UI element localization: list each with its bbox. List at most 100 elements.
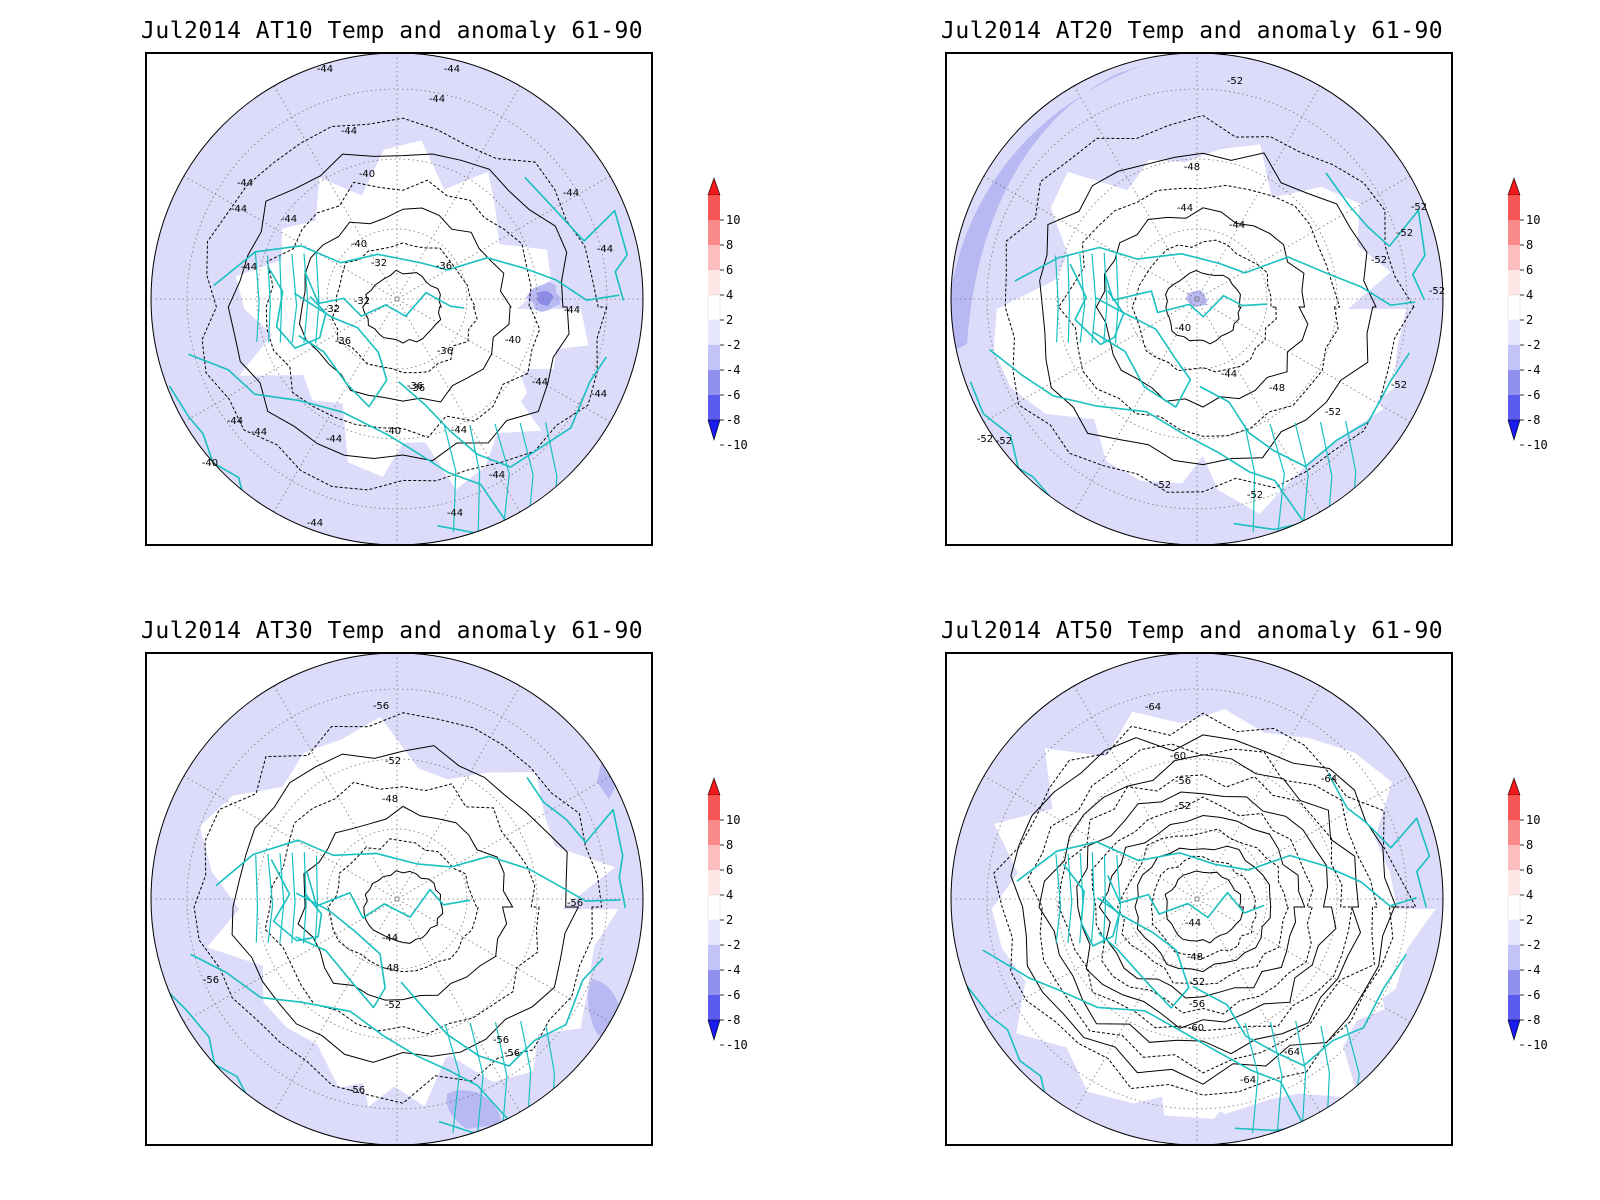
contour-label: -60 [1188, 1023, 1204, 1034]
colorbar-swatch [1508, 395, 1520, 420]
border-line [255, 854, 259, 943]
contour-label: -44 [564, 305, 580, 316]
contour-label: -36 [409, 383, 425, 394]
contour-label: -48 [1269, 383, 1285, 394]
contour-label: -56 [567, 898, 583, 909]
polar-map-svg: -44 -44-44-44-44-44-44-44-40-40-36-36-32-… [150, 54, 644, 544]
colorbar-label: -4 [726, 363, 741, 377]
border-line [315, 252, 320, 344]
isotherm-contour [993, 712, 1417, 1096]
border-line [279, 254, 283, 343]
latitude-circle [256, 158, 538, 440]
coastline [1327, 772, 1431, 908]
contour-label: -44 [444, 64, 460, 75]
map-content [151, 654, 643, 1144]
colorbar-label: 10 [726, 213, 741, 227]
polar-map-svg: -52-48-44-44-40-44-48-52-52-52-52-52-52-… [950, 54, 1445, 544]
panel-at30: Jul2014 AT30 Temp and anomaly 61-90 -56 -… [0, 600, 800, 1200]
border-line [314, 855, 319, 944]
colorbar-label: 10 [1526, 213, 1541, 227]
border-line [1114, 252, 1119, 344]
colorbar-swatch [1507, 894, 1521, 921]
polar-map-svg: -64 -60 -56 -52 -44 -48 -52 -56 -60 -64 -64 -64 [950, 654, 1444, 1144]
border-line [1295, 1020, 1307, 1135]
colorbar-label: 2 [1526, 913, 1534, 927]
colorbar-swatch [708, 195, 720, 220]
isotherm-contour [331, 242, 478, 374]
border-line [1079, 852, 1084, 944]
contour-label: -44 [317, 64, 333, 75]
isotherm-contour [201, 117, 608, 491]
contour-label: -44 [237, 178, 253, 189]
coastline [305, 870, 471, 919]
contour-label: -40 [202, 458, 218, 469]
isotherm-contour [193, 712, 603, 1104]
contour-label: -44 [447, 508, 463, 519]
colorbar-arrow-up [707, 777, 721, 796]
colorbar-swatch [1508, 945, 1520, 970]
isotherm-contour [1010, 734, 1397, 1085]
anomaly-patch [1185, 289, 1208, 308]
colorbar-label: 10 [1526, 813, 1541, 827]
contour-label: -44 [241, 262, 257, 273]
colorbar-arrow-up [1507, 777, 1521, 796]
isotherm-contour [1165, 269, 1242, 345]
colorbar-label: 2 [726, 313, 734, 327]
anomaly-normal-region [309, 262, 558, 490]
colorbar-label: -10 [726, 438, 748, 452]
colorbar-swatch [708, 970, 720, 995]
contour-label: -64 [1321, 774, 1337, 785]
panel-title: Jul2014 AT30 Temp and anomaly 61-90 [141, 618, 644, 644]
isotherm-contour [1004, 114, 1415, 493]
map-circle [950, 54, 1444, 544]
colorbar-swatch [1508, 795, 1520, 820]
map-circle [950, 654, 1444, 1144]
colorbar-swatch [1508, 245, 1520, 270]
contour-label: -52 [1247, 490, 1263, 501]
colorbar-label: -2 [726, 338, 741, 352]
meridian-line [983, 775, 1411, 1023]
contour-label: -64 [1240, 1075, 1256, 1086]
isotherm-contour [227, 153, 570, 462]
contour-label: -52 [996, 436, 1012, 447]
isotherm-contour [297, 805, 514, 1001]
colorbar-arrow-down [707, 1019, 721, 1042]
colorbar-swatch [1508, 345, 1520, 370]
meridian-line [983, 175, 1411, 423]
meridian-line [983, 175, 1411, 423]
contour-label: -52 [1397, 228, 1413, 239]
contour-label: -44 [489, 470, 505, 481]
isotherm-contour [1131, 239, 1277, 373]
meridian-line [273, 85, 521, 513]
contour-label: -40 [505, 335, 521, 346]
contour-label: -64 [1284, 1047, 1300, 1058]
isotherm-contour [1058, 774, 1353, 1032]
colorbar-label: 4 [726, 288, 734, 302]
coastline [398, 356, 608, 468]
contour-label: -32 [371, 258, 387, 269]
contour-label: -56 [373, 701, 389, 712]
map-circle [150, 54, 644, 544]
contour-label: -48 [383, 963, 399, 974]
border-line [494, 423, 510, 533]
contour-label: -44 [307, 518, 323, 529]
border-line [1269, 1021, 1283, 1134]
border-line [1244, 424, 1256, 533]
border-line [1114, 854, 1122, 945]
isotherm-contour [363, 870, 444, 944]
colorbar-label: -10 [1526, 438, 1548, 452]
contour-label: -44 [1177, 203, 1193, 214]
contour-label: -56 [493, 1035, 509, 1046]
colorbar-swatch [1507, 294, 1521, 321]
contour-label: -44 [1229, 220, 1245, 231]
border-line [291, 852, 296, 944]
meridian-line [183, 175, 611, 423]
colorbar-swatch [708, 345, 720, 370]
isotherm-contour [1058, 184, 1341, 437]
map-content [151, 54, 643, 544]
colorbar-label: -6 [726, 988, 741, 1002]
colorbar-swatch [1508, 845, 1520, 870]
border-line [1244, 1022, 1259, 1134]
border-line [1103, 252, 1108, 344]
colorbar-swatch [1508, 995, 1520, 1020]
